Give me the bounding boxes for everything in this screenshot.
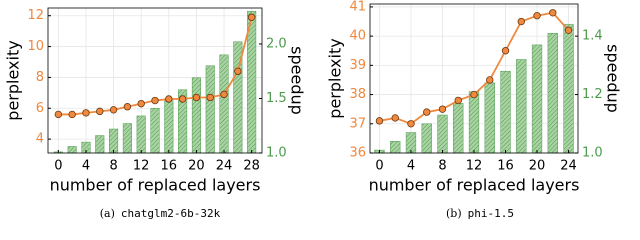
- bar: [136, 115, 146, 154]
- x-tick-label: 16: [161, 159, 178, 174]
- caption: (a) chatglm2-6b-32k: [100, 207, 221, 220]
- y2-axis-label: speedup: [288, 46, 307, 115]
- bar: [484, 82, 495, 154]
- point: [564, 26, 573, 34]
- point: [407, 120, 415, 128]
- x-tick-label: 12: [133, 159, 150, 174]
- y-tick-label: 36: [349, 146, 366, 161]
- y-tick-label: 39: [349, 58, 366, 73]
- x-tick-label: 0: [375, 159, 383, 174]
- point: [423, 108, 431, 116]
- y2-tick-label: 1.2: [582, 87, 603, 102]
- x-axis-label: number of replaced layers: [369, 176, 580, 195]
- point: [438, 105, 447, 113]
- point: [206, 93, 214, 102]
- bar: [531, 44, 543, 154]
- y-tick-label: 41: [349, 0, 366, 14]
- point: [192, 93, 201, 102]
- bar: [150, 108, 160, 154]
- bar: [516, 59, 527, 154]
- point: [151, 96, 159, 105]
- point: [549, 9, 557, 17]
- y2-tick-label: 1.0: [582, 146, 603, 161]
- bar: [468, 91, 480, 154]
- bar: [67, 146, 77, 154]
- bar: [421, 123, 432, 154]
- bar: [437, 114, 448, 154]
- point: [486, 76, 494, 84]
- bar: [191, 77, 201, 154]
- caption-name: phi-1.5: [468, 207, 514, 220]
- x-tick-label: 16: [497, 159, 514, 174]
- caption-tag: (b): [446, 207, 462, 220]
- point: [178, 95, 187, 103]
- caption: (b) phi-1.5: [446, 207, 514, 220]
- point: [123, 103, 132, 111]
- point: [375, 117, 384, 125]
- x-tick-label: 12: [466, 159, 483, 174]
- bar: [500, 70, 511, 154]
- point: [533, 11, 541, 20]
- bar: [453, 103, 464, 154]
- y-tick-label: 4: [36, 132, 44, 147]
- bar: [109, 128, 119, 154]
- y-axis-label: perplexity: [4, 40, 23, 120]
- bar: [95, 135, 105, 154]
- x-tick-label: 20: [529, 159, 546, 174]
- y-tick-label: 8: [36, 70, 44, 85]
- point: [96, 107, 104, 116]
- point: [137, 99, 145, 108]
- point: [517, 17, 525, 26]
- bar: [563, 24, 574, 154]
- point: [82, 109, 90, 117]
- y2-axis-label: speedup: [604, 44, 623, 113]
- y-tick-label: 6: [36, 101, 44, 116]
- y2-tick-label: 1.0: [266, 146, 287, 161]
- y-axis-label: perplexity: [326, 38, 345, 118]
- bar: [390, 141, 401, 154]
- point: [54, 110, 63, 119]
- x-tick-label: 4: [82, 159, 90, 174]
- y-tick-label: 40: [349, 29, 366, 44]
- x-tick-label: 4: [407, 159, 415, 174]
- x-axis-label: number of replaced layers: [50, 176, 261, 195]
- bar: [205, 65, 215, 154]
- point: [165, 95, 173, 103]
- point: [391, 114, 399, 122]
- y-tick-label: 37: [349, 116, 366, 131]
- x-tick-label: 0: [54, 159, 62, 174]
- caption-name: chatglm2-6b-32k: [121, 207, 221, 220]
- point: [247, 13, 256, 21]
- y-tick-label: 10: [27, 39, 44, 54]
- x-tick-label: 28: [243, 159, 260, 174]
- bar: [219, 54, 229, 154]
- y-tick-label: 12: [27, 8, 44, 23]
- point: [109, 106, 118, 114]
- point: [68, 110, 76, 119]
- x-tick-label: 24: [216, 159, 233, 174]
- bar: [547, 32, 558, 154]
- bar: [164, 100, 174, 154]
- x-tick-label: 24: [560, 159, 577, 174]
- x-tick-label: 20: [188, 159, 205, 174]
- y2-tick-label: 1.4: [582, 29, 603, 44]
- point: [234, 67, 242, 75]
- point: [220, 90, 228, 99]
- point: [501, 47, 510, 55]
- x-tick-label: 8: [438, 159, 446, 174]
- y2-tick-label: 1.5: [266, 91, 287, 106]
- y-tick-label: 38: [349, 87, 366, 102]
- bar: [122, 123, 132, 154]
- point: [454, 96, 462, 105]
- y2-tick-label: 2.0: [266, 36, 287, 51]
- point: [470, 90, 478, 99]
- caption-tag: (a): [100, 207, 115, 220]
- plot-frame: [47, 7, 263, 154]
- bar: [405, 132, 417, 154]
- x-tick-label: 8: [109, 159, 117, 174]
